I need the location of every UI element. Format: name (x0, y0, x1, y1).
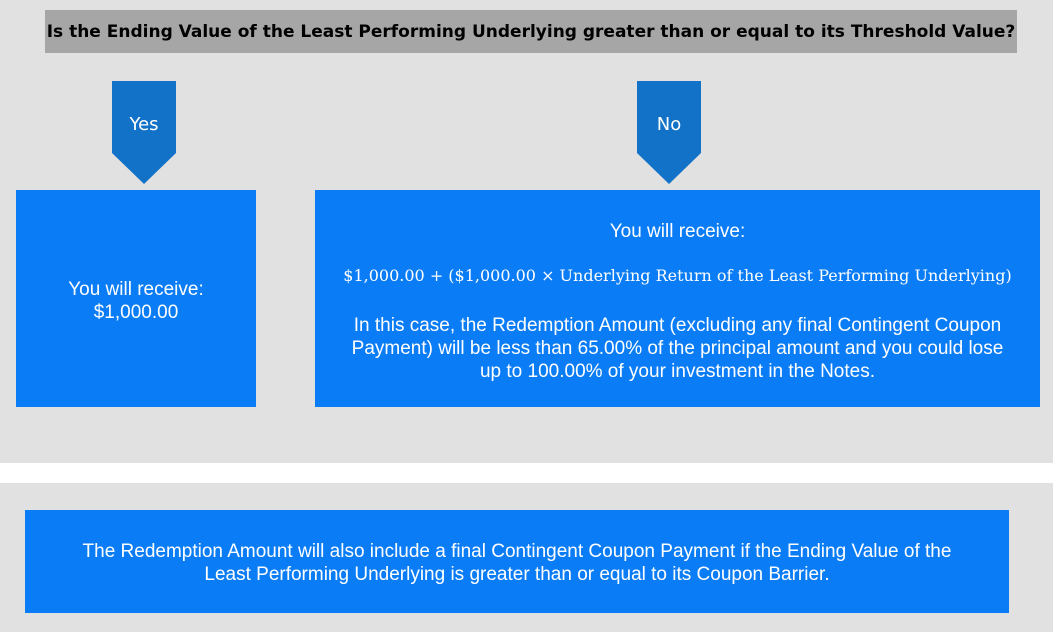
yes-amount: $1,000.00 (93, 302, 179, 323)
no-label: No (656, 114, 682, 135)
coupon-note-box: The Redemption Amount will also include … (25, 510, 1009, 613)
loss-explanation-line-1: In this case, the Redemption Amount (exc… (353, 315, 1002, 336)
yes-receive-label: You will receive: (68, 279, 204, 300)
no-arrow: No (637, 81, 701, 185)
yes-arrow-shape (112, 81, 176, 184)
loss-explanation-line-3: up to 100.00% of your investment in the … (479, 361, 875, 382)
yes-outcome-box: You will receive: $1,000.00 (16, 190, 256, 407)
yes-arrow: Yes (112, 81, 176, 185)
no-outcome-box: You will receive: $1,000.00 + ($1,000.00… (315, 190, 1040, 407)
no-arrow-shape (637, 81, 701, 184)
coupon-note-line-2: Least Performing Underlying is greater t… (204, 564, 830, 585)
coupon-note-line-1: The Redemption Amount will also include … (82, 541, 952, 562)
loss-explanation-line-2: Payment) will be less than 65.00% of the… (351, 338, 1004, 359)
question-text: Is the Ending Value of the Least Perform… (46, 21, 1016, 42)
question-banner: Is the Ending Value of the Least Perform… (45, 10, 1017, 53)
yes-label: Yes (129, 114, 159, 135)
payout-formula: $1,000.00 + ($1,000.00 × Underlying Retu… (343, 266, 1012, 285)
no-receive-label: You will receive: (609, 221, 746, 242)
